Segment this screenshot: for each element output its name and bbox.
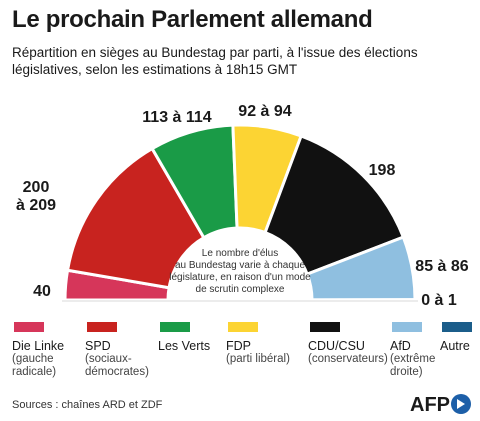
legend-desc: droite) xyxy=(390,366,423,378)
legend-label: AfD xyxy=(390,339,411,353)
legend-swatch xyxy=(160,322,190,332)
svg-text:AFP: AFP xyxy=(410,394,450,416)
data-label: 200 à 209 xyxy=(16,179,56,214)
legend-label: Les Verts xyxy=(158,339,211,353)
legend-desc: (gauche xyxy=(12,353,54,365)
legend-label: FDP xyxy=(226,339,251,353)
legend-item-afd: AfD (extrême droite) xyxy=(390,322,470,379)
hemicycle-segment-spd xyxy=(65,146,206,290)
legend-item-cdu-csu: CDU/CSU (conservateurs) xyxy=(308,322,388,366)
afp-logo: AFP xyxy=(410,394,471,416)
legend-desc: radicale) xyxy=(12,366,57,378)
legend-label: CDU/CSU xyxy=(308,339,365,353)
legend-desc: (parti libéral) xyxy=(226,353,290,365)
data-label: 198 xyxy=(369,162,396,179)
chart-title: Le prochain Parlement allemand xyxy=(12,6,373,33)
data-label: 40 xyxy=(33,283,51,300)
legend-desc: démocrates) xyxy=(85,366,149,378)
data-label: 92 à 94 xyxy=(238,103,291,120)
legend-label: SPD xyxy=(85,339,111,353)
legend-item-die-linke: Die Linke (gauche radicale) xyxy=(12,322,92,379)
legend-label: Die Linke xyxy=(12,339,65,353)
data-label: 113 à 114 xyxy=(142,109,212,126)
legend-swatch xyxy=(392,322,422,332)
legend-swatch xyxy=(310,322,340,332)
legend-item-spd: SPD (sociaux- démocrates) xyxy=(85,322,165,379)
legend-item-autre: Autre xyxy=(440,322,480,353)
center-note: Le nombre d'élus au Bundestag varie à cha… xyxy=(169,248,311,295)
legend-item-les-verts: Les Verts xyxy=(158,322,238,353)
legend-desc: (sociaux- xyxy=(85,353,132,365)
legend: Die Linke (gauche radicale) SPD (sociaux… xyxy=(12,322,480,382)
legend-swatch xyxy=(442,322,472,332)
data-label: 85 à 86 xyxy=(415,258,468,275)
legend-swatch xyxy=(87,322,117,332)
hemicycle-segment-cdu-csu xyxy=(263,134,406,277)
chart-subtitle: Répartition en sièges au Bundestag par p… xyxy=(12,45,418,77)
source-note: Sources : chaînes ARD et ZDF xyxy=(12,399,163,411)
legend-swatch xyxy=(14,322,44,332)
legend-swatch xyxy=(228,322,258,332)
legend-label: Autre xyxy=(440,339,470,353)
data-label: 0 à 1 xyxy=(421,292,457,309)
legend-desc: (conservateurs) xyxy=(308,353,388,365)
legend-desc: (extrême xyxy=(390,353,436,365)
legend-item-fdp: FDP (parti libéral) xyxy=(226,322,306,366)
